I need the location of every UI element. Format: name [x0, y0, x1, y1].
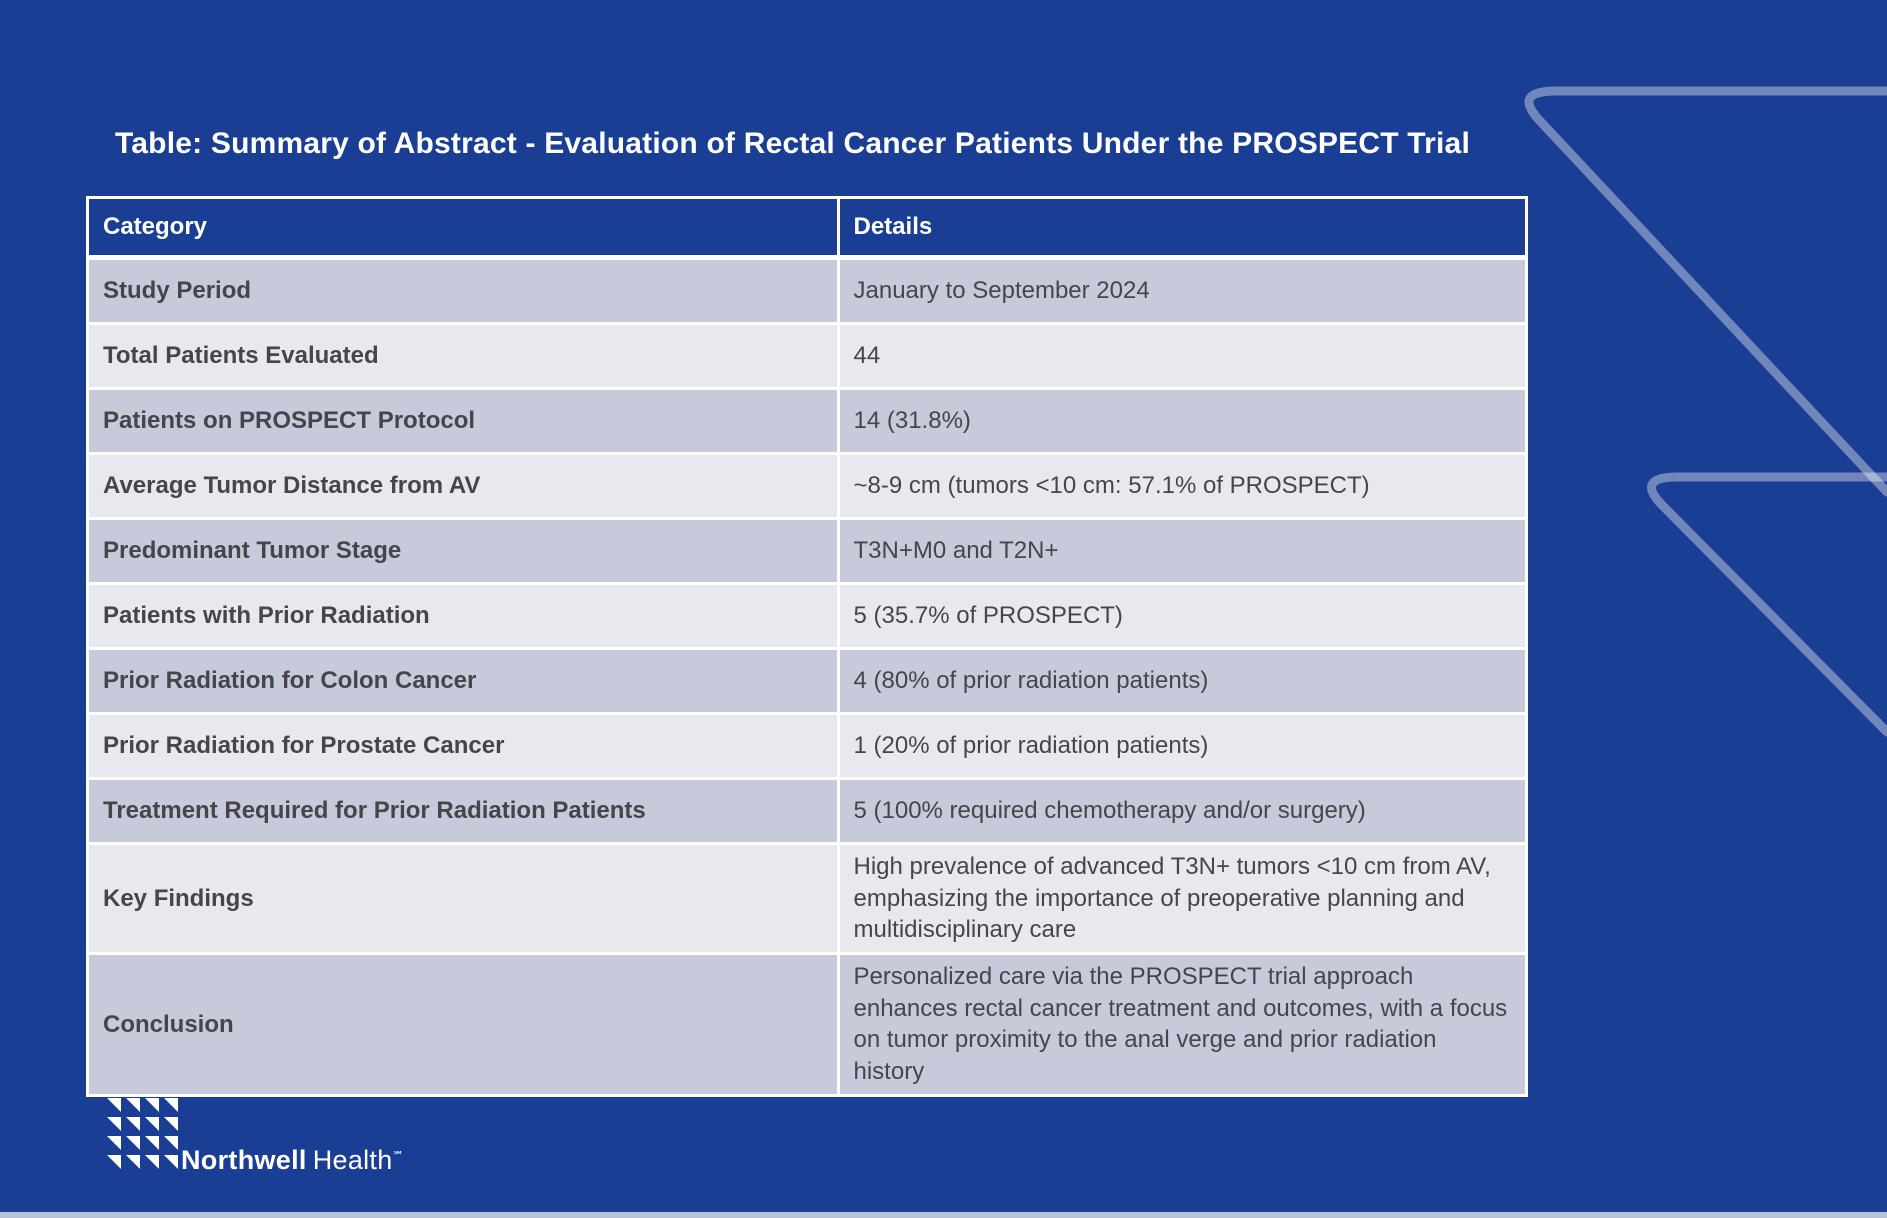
column-header-category: Category	[86, 196, 840, 260]
logo-triangle-icon	[145, 1098, 159, 1112]
row-details-cell: 5 (100% required chemotherapy and/or sur…	[836, 777, 1528, 845]
row-details-cell: 14 (31.8%)	[836, 387, 1528, 455]
row-details-cell: T3N+M0 and T2N+	[836, 517, 1528, 585]
table-row: Patients on PROSPECT Protocol 14 (31.8%)	[86, 387, 1528, 455]
row-details-cell: 44	[836, 322, 1528, 390]
row-category-cell: Patients with Prior Radiation	[86, 582, 840, 650]
logo-text-northwell: Northwell	[181, 1145, 307, 1175]
row-category-cell: Predominant Tumor Stage	[86, 517, 840, 585]
table-row: Treatment Required for Prior Radiation P…	[86, 777, 1528, 845]
logo-text-health: Health	[312, 1145, 393, 1175]
row-category-cell: Patients on PROSPECT Protocol	[86, 387, 840, 455]
row-category-cell: Treatment Required for Prior Radiation P…	[86, 777, 840, 845]
table-row: Total Patients Evaluated 44	[86, 322, 1528, 390]
row-details-cell: High prevalence of advanced T3N+ tumors …	[836, 841, 1528, 956]
logo-triangle-icon	[164, 1136, 178, 1150]
row-details-cell: 1 (20% of prior radiation patients)	[836, 712, 1528, 780]
row-category-cell: Study Period	[86, 256, 840, 325]
logo-triangle-icon	[164, 1155, 178, 1169]
logo-triangle-icon	[164, 1117, 178, 1131]
chevron-outline-small	[1647, 472, 1887, 737]
logo-trademark-symbol: ℠	[392, 1150, 405, 1162]
logo-triangle-icon	[145, 1117, 159, 1131]
table-row: Prior Radiation for Colon Cancer 4 (80% …	[86, 647, 1528, 715]
logo-triangle-icon	[164, 1098, 178, 1112]
logo-triangle-icon	[107, 1117, 121, 1131]
summary-table: Category Details Study Period January to…	[86, 196, 1528, 1097]
table-row: Predominant Tumor Stage T3N+M0 and T2N+	[86, 517, 1528, 585]
row-category-cell: Prior Radiation for Colon Cancer	[86, 647, 840, 715]
table-row: Patients with Prior Radiation 5 (35.7% o…	[86, 582, 1528, 650]
logo-triangle-icon	[107, 1136, 121, 1150]
column-header-details: Details	[836, 196, 1528, 260]
bottom-edge-strip	[0, 1212, 1887, 1218]
logo-triangle-icon	[126, 1136, 140, 1150]
logo-triangle-icon	[126, 1117, 140, 1131]
row-details-cell: 5 (35.7% of PROSPECT)	[836, 582, 1528, 650]
logo-triangle-icon	[107, 1098, 121, 1112]
logo-triangle-icon	[107, 1155, 121, 1169]
row-category-cell: Conclusion	[86, 952, 840, 1097]
row-category-cell: Prior Radiation for Prostate Cancer	[86, 712, 840, 780]
table-header-row: Category Details	[86, 196, 1528, 260]
table-row: Average Tumor Distance from AV ~8-9 cm (…	[86, 452, 1528, 520]
table-row: Prior Radiation for Prostate Cancer 1 (2…	[86, 712, 1528, 780]
logo-triangle-icon	[126, 1155, 140, 1169]
table-row: Key Findings High prevalence of advanced…	[86, 841, 1528, 956]
logo-triangle-icon	[126, 1098, 140, 1112]
table-row: Conclusion Personalized care via the PRO…	[86, 952, 1528, 1097]
row-details-cell: 4 (80% of prior radiation patients)	[836, 647, 1528, 715]
logo-triangle-icon	[145, 1155, 159, 1169]
chevron-outline-large	[1524, 86, 1887, 497]
row-details-cell: ~8-9 cm (tumors <10 cm: 57.1% of PROSPEC…	[836, 452, 1528, 520]
slide-title: Table: Summary of Abstract - Evaluation …	[115, 127, 1470, 160]
northwell-logo-wordmark: Northwell Health℠	[181, 1145, 404, 1176]
logo-triangle-icon	[145, 1136, 159, 1150]
row-category-cell: Key Findings	[86, 841, 840, 956]
northwell-health-logo: Northwell Health℠	[107, 1098, 404, 1175]
summary-table-container: Category Details Study Period January to…	[86, 196, 1528, 1097]
table-row: Study Period January to September 2024	[86, 256, 1528, 325]
row-category-cell: Total Patients Evaluated	[86, 322, 840, 390]
northwell-logo-mark	[107, 1098, 178, 1169]
row-details-cell: Personalized care via the PROSPECT trial…	[836, 952, 1528, 1097]
row-details-cell: January to September 2024	[836, 256, 1528, 325]
row-category-cell: Average Tumor Distance from AV	[86, 452, 840, 520]
